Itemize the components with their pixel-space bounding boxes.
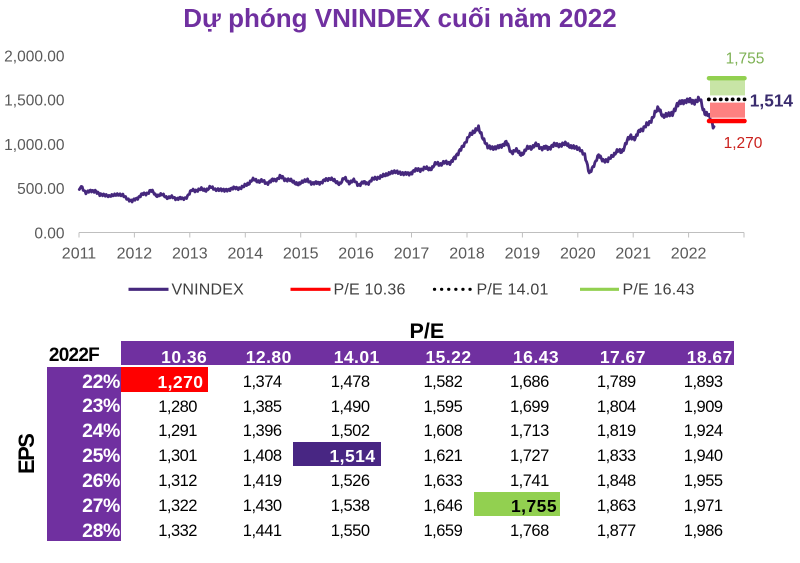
svg-text:1,270: 1,270 bbox=[724, 135, 763, 152]
svg-text:1,000.00: 1,000.00 bbox=[4, 137, 65, 154]
svg-text:2014: 2014 bbox=[228, 246, 264, 263]
svg-text:1,755: 1,755 bbox=[726, 50, 765, 67]
svg-text:500.00: 500.00 bbox=[17, 181, 65, 198]
svg-text:P/E 14.01: P/E 14.01 bbox=[477, 282, 549, 299]
svg-text:2013: 2013 bbox=[172, 246, 208, 263]
svg-text:2017: 2017 bbox=[394, 246, 430, 263]
svg-text:2011: 2011 bbox=[62, 246, 97, 263]
svg-text:1,514: 1,514 bbox=[750, 90, 794, 110]
svg-text:P/E 10.36: P/E 10.36 bbox=[334, 282, 406, 299]
svg-text:0.00: 0.00 bbox=[34, 225, 65, 242]
svg-text:P/E 16.43: P/E 16.43 bbox=[623, 282, 695, 299]
svg-text:2020: 2020 bbox=[560, 246, 596, 263]
svg-text:2022: 2022 bbox=[671, 246, 707, 263]
svg-text:2021: 2021 bbox=[615, 246, 651, 263]
svg-text:2015: 2015 bbox=[283, 246, 319, 263]
svg-text:2019: 2019 bbox=[505, 246, 541, 263]
svg-text:2016: 2016 bbox=[338, 246, 374, 263]
svg-text:VNINDEX: VNINDEX bbox=[172, 282, 245, 299]
svg-text:2,000.00: 2,000.00 bbox=[4, 49, 65, 66]
svg-text:2018: 2018 bbox=[449, 246, 485, 263]
svg-text:2012: 2012 bbox=[117, 246, 153, 263]
svg-text:1,500.00: 1,500.00 bbox=[4, 93, 65, 110]
